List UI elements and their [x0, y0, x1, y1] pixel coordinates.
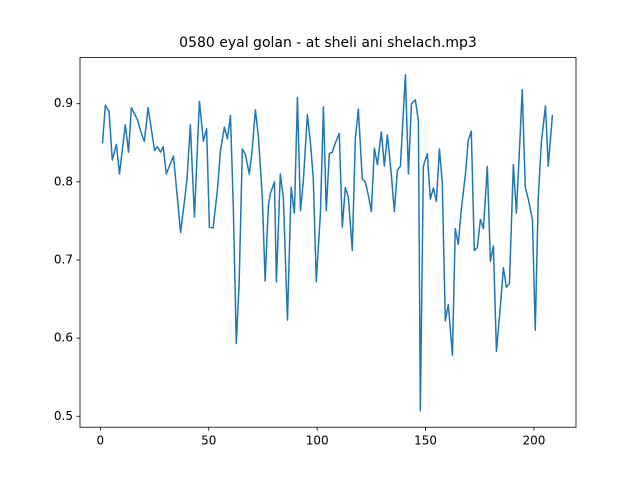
x-tick-label: 50: [201, 434, 216, 448]
x-tick-label: 150: [414, 434, 437, 448]
data-line: [101, 74, 554, 412]
y-tick-label: 0.7: [54, 252, 73, 266]
y-tick-label: 0.8: [54, 174, 73, 188]
x-tick-label: 200: [522, 434, 545, 448]
chart-title: 0580 eyal golan - at sheli ani shelach.m…: [179, 35, 477, 51]
x-tick-label: 100: [306, 434, 329, 448]
x-tick-label: 0: [97, 434, 105, 448]
y-tick-label: 0.9: [54, 96, 73, 110]
y-tick-label: 0.5: [54, 409, 73, 423]
y-tick-label: 0.6: [54, 331, 73, 345]
axes-frame: [79, 57, 577, 428]
